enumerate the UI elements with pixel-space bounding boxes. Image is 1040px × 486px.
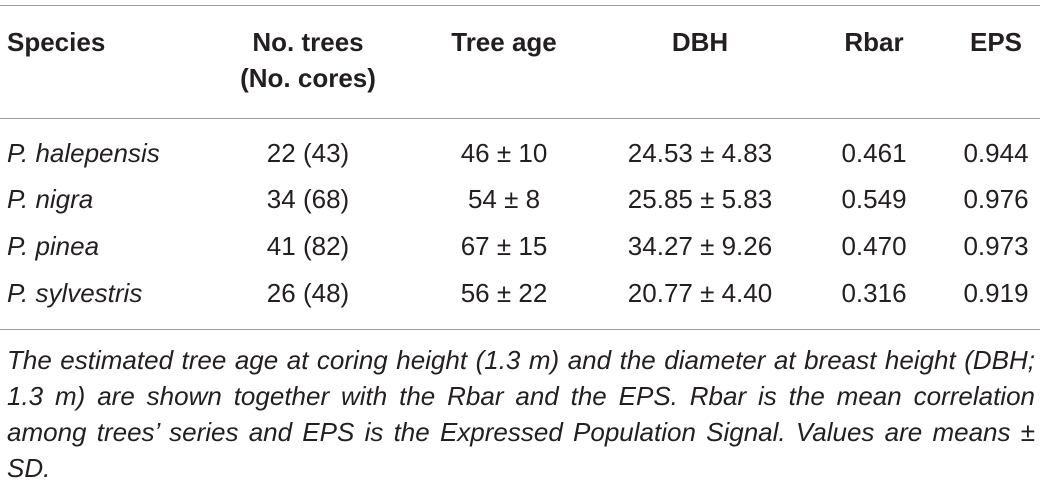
cell-eps: 0.976 <box>963 184 1029 214</box>
header-species: Species <box>7 27 106 57</box>
cell-species: P. pinea <box>7 231 100 261</box>
cell-species: P. sylvestris <box>7 278 143 308</box>
table-header-rule <box>0 118 1040 119</box>
header-no-trees: No. trees <box>252 27 364 57</box>
cell-trees: 41 (82) <box>266 231 350 261</box>
header-rbar: Rbar <box>844 27 904 57</box>
cell-trees: 26 (48) <box>266 278 350 308</box>
header-tree-age: Tree age <box>451 27 557 57</box>
cell-eps: 0.944 <box>963 138 1029 168</box>
cell-rbar: 0.470 <box>841 231 907 261</box>
cell-age: 56 ± 22 <box>460 278 548 308</box>
cell-eps: 0.919 <box>963 278 1029 308</box>
cell-trees: 22 (43) <box>266 138 350 168</box>
cell-dbh: 25.85 ± 5.83 <box>627 184 773 214</box>
header-eps: EPS <box>969 27 1023 57</box>
cell-trees: 34 (68) <box>266 184 350 214</box>
table-footnote: The estimated tree age at coring height … <box>7 345 1035 483</box>
header-no-cores: (No. cores) <box>240 63 376 93</box>
cell-age: 46 ± 10 <box>460 138 548 168</box>
cell-rbar: 0.461 <box>841 138 907 168</box>
cell-species: P. nigra <box>7 184 94 214</box>
cell-rbar: 0.316 <box>841 278 907 308</box>
table-top-rule <box>0 5 1040 6</box>
cell-dbh: 24.53 ± 4.83 <box>627 138 773 168</box>
cell-rbar: 0.549 <box>841 184 907 214</box>
cell-eps: 0.973 <box>963 231 1029 261</box>
table-bottom-rule <box>0 329 1040 330</box>
cell-age: 67 ± 15 <box>460 231 548 261</box>
cell-dbh: 34.27 ± 9.26 <box>627 231 773 261</box>
header-dbh: DBH <box>671 27 729 57</box>
cell-age: 54 ± 8 <box>467 184 541 214</box>
cell-dbh: 20.77 ± 4.40 <box>627 278 773 308</box>
cell-species: P. halepensis <box>7 138 160 168</box>
